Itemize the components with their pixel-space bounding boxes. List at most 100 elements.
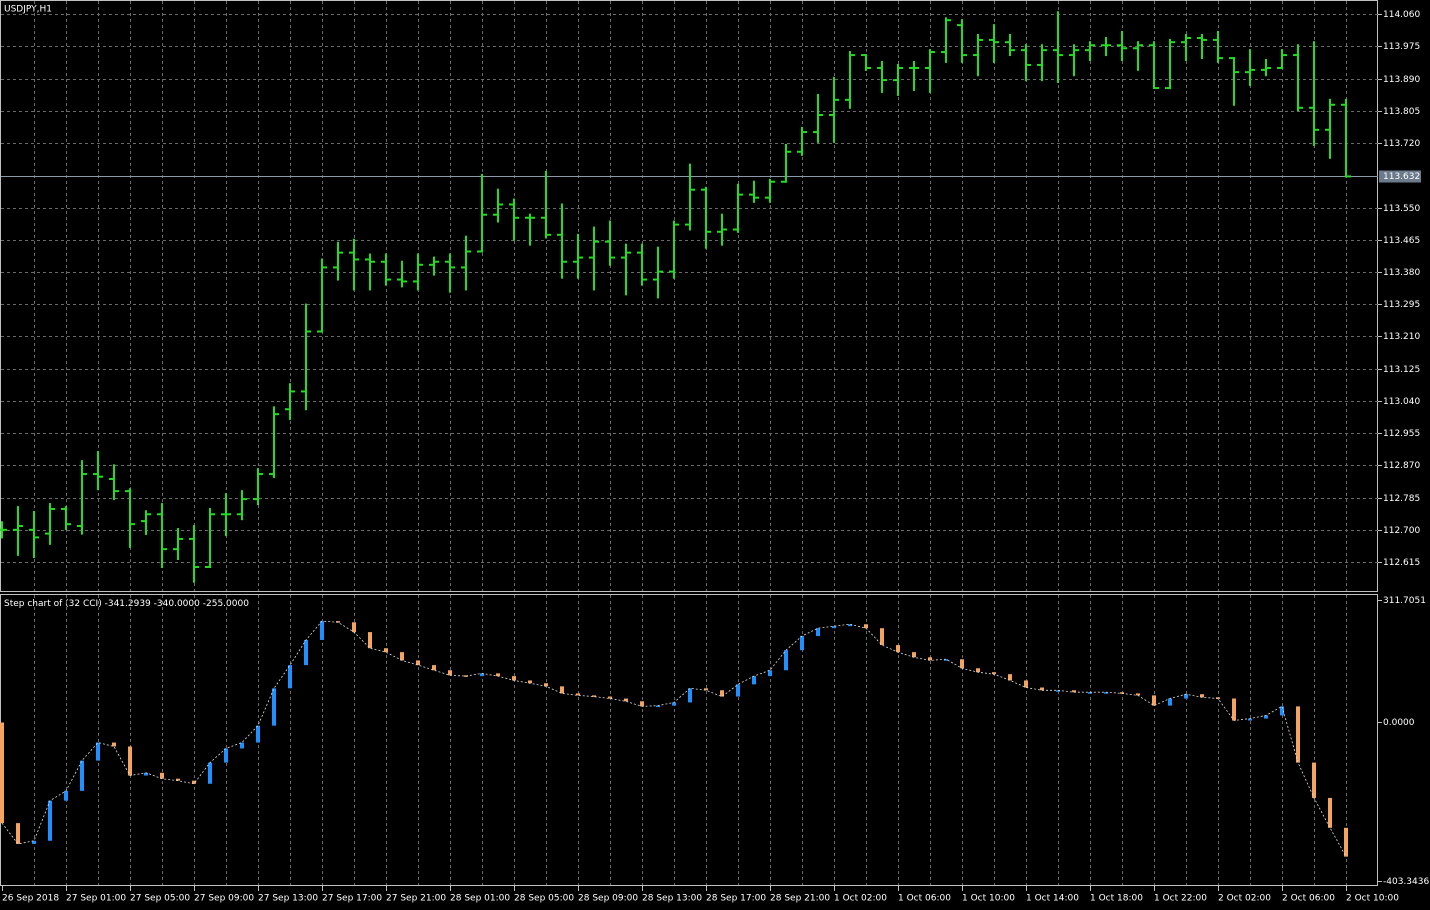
step-bar xyxy=(80,760,84,791)
y-tick-label: 0.0000 xyxy=(1383,718,1415,728)
y-tick-label: 113.805 xyxy=(1383,107,1420,117)
x-tick-label: 1 Oct 14:00 xyxy=(1026,894,1079,904)
step-bar xyxy=(816,628,820,637)
x-tick-label: 1 Oct 22:00 xyxy=(1154,894,1207,904)
step-bar xyxy=(640,701,644,707)
step-bar xyxy=(704,688,708,691)
x-tick-label: 27 Sep 09:00 xyxy=(194,894,254,904)
y-tick-label: 114.060 xyxy=(1383,10,1420,20)
x-tick-label: 1 Oct 06:00 xyxy=(898,894,951,904)
y-tick-label: 113.975 xyxy=(1383,42,1420,52)
step-bar xyxy=(128,746,132,776)
step-bar xyxy=(272,688,276,726)
step-bar xyxy=(1232,698,1236,721)
y-tick-label: 311.7051 xyxy=(1383,596,1426,606)
x-tick-label: 2 Oct 06:00 xyxy=(1282,894,1335,904)
y-tick-label: 113.380 xyxy=(1383,268,1420,278)
step-bar xyxy=(208,762,212,784)
step-bar xyxy=(656,705,660,708)
step-bar xyxy=(512,676,516,681)
step-bar xyxy=(432,665,436,671)
step-bar xyxy=(496,673,500,677)
step-bar xyxy=(1312,762,1316,798)
x-tick-label: 26 Sep 2018 xyxy=(2,894,59,904)
x-tick-label: 28 Sep 01:00 xyxy=(450,894,510,904)
step-bar xyxy=(624,698,628,702)
step-bar xyxy=(288,665,292,689)
x-tick-label: 28 Sep 05:00 xyxy=(514,894,574,904)
x-tick-label: 27 Sep 05:00 xyxy=(130,894,190,904)
step-bar xyxy=(224,748,228,763)
current-price-box xyxy=(1379,170,1421,183)
x-tick-label: 27 Sep 01:00 xyxy=(66,894,126,904)
step-bar xyxy=(992,672,996,675)
price-pane-border xyxy=(0,0,1378,592)
step-bar xyxy=(736,684,740,697)
x-tick-label: 28 Sep 13:00 xyxy=(642,894,702,904)
step-bar xyxy=(960,659,964,669)
y-tick-label: 113.550 xyxy=(1383,204,1420,214)
readout: -341.2939 xyxy=(105,599,151,609)
step-bar xyxy=(320,621,324,640)
x-tick-label: 1 Oct 18:00 xyxy=(1090,894,1143,904)
x-tick-label: 27 Sep 21:00 xyxy=(386,894,446,904)
cci-line xyxy=(1,620,1347,857)
step-bar xyxy=(1136,693,1140,696)
x-tick-label: 27 Sep 17:00 xyxy=(322,894,382,904)
step-bar xyxy=(1216,697,1220,699)
y-tick-label: 112.870 xyxy=(1383,461,1420,471)
x-tick-label: 1 Oct 10:00 xyxy=(962,894,1015,904)
x-tick-label: 28 Sep 21:00 xyxy=(770,894,830,904)
step-bar xyxy=(1040,687,1044,691)
x-tick-label: 1 Oct 02:00 xyxy=(834,894,887,904)
step-bar xyxy=(1152,695,1156,706)
step-bar xyxy=(560,686,564,694)
x-tick-label: 2 Oct 10:00 xyxy=(1346,894,1399,904)
step-bar xyxy=(400,652,404,661)
y-tick-label: 112.955 xyxy=(1383,429,1420,439)
y-tick-label: 112.615 xyxy=(1383,558,1420,568)
step-bar xyxy=(304,639,308,666)
step-bar xyxy=(688,688,692,703)
y-tick-label: 113.210 xyxy=(1383,332,1420,342)
step-bar xyxy=(416,660,420,666)
y-tick-label: 113.295 xyxy=(1383,300,1420,310)
y-tick-label: 113.125 xyxy=(1383,365,1420,375)
step-bar xyxy=(160,772,164,779)
step-bar xyxy=(1248,718,1252,721)
step-bar xyxy=(1264,715,1268,719)
step-bar xyxy=(1088,692,1092,694)
step-bar xyxy=(912,652,916,658)
step-bar xyxy=(1104,692,1108,694)
step-bar xyxy=(1296,706,1300,763)
y-tick-label: -403.3436 xyxy=(1383,877,1429,887)
step-bar xyxy=(544,683,548,687)
step-bar xyxy=(176,778,180,781)
step-bar xyxy=(384,648,388,653)
step-bar xyxy=(240,742,244,749)
step-bar xyxy=(896,645,900,653)
step-bar xyxy=(672,702,676,706)
y-tick-label: 113.465 xyxy=(1383,236,1420,246)
step-bar xyxy=(16,823,20,844)
x-tick-label: 2 Oct 02:00 xyxy=(1218,894,1271,904)
step-bar xyxy=(256,725,260,743)
step-bar xyxy=(1168,698,1172,706)
step-bar xyxy=(1056,690,1060,692)
step-bar xyxy=(880,628,884,646)
step-bar xyxy=(1072,690,1076,693)
x-tick-label: 28 Sep 17:00 xyxy=(706,894,766,904)
step-bar xyxy=(1200,694,1204,698)
step-bar xyxy=(944,659,948,661)
y-tick-label: 112.700 xyxy=(1383,526,1420,536)
step-bar xyxy=(352,622,356,633)
step-bar xyxy=(368,632,372,649)
step-bar xyxy=(1184,694,1188,699)
current-price-label: 113.632 xyxy=(1383,172,1420,182)
step-bar xyxy=(1280,706,1284,716)
step-bar xyxy=(32,840,36,844)
step-bar xyxy=(608,696,612,699)
